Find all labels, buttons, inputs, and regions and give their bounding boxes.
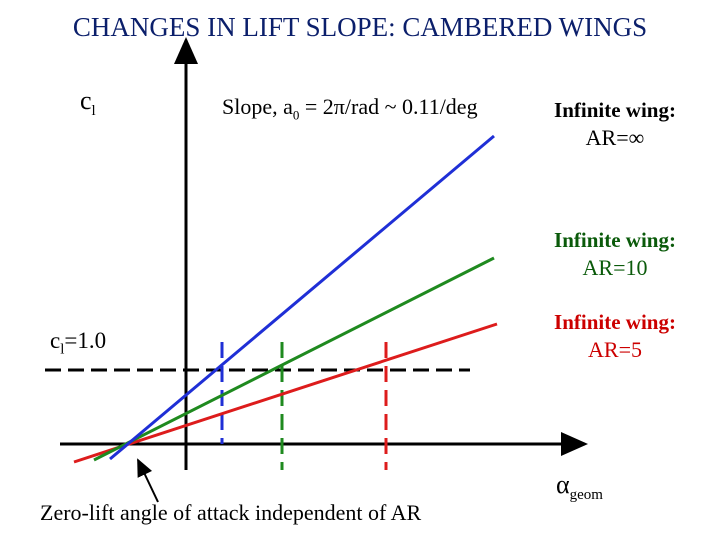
lift-line-ar-infinite — [109, 134, 495, 461]
legend-title: Infinite wing: — [554, 228, 676, 252]
legend-title: Infinite wing: — [554, 98, 676, 122]
y-axis-label: cl — [80, 86, 96, 120]
legend-ar-value: AR=10 — [582, 255, 648, 280]
legend-title: Infinite wing: — [554, 310, 676, 334]
legend-ar-value: AR=∞ — [585, 125, 645, 150]
x-axis-label: αgeom — [556, 470, 603, 504]
diagram-title: CHANGES IN LIFT SLOPE: CAMBERED WINGS — [72, 12, 648, 42]
slope-annotation: Slope, a0 = 2π/rad ~ 0.11/deg — [222, 94, 478, 123]
lift-line-ar-5 — [73, 322, 498, 464]
legend-ar-10: Infinite wing: AR=10 — [540, 226, 690, 282]
legend-ar-5: Infinite wing: AR=5 — [540, 308, 690, 364]
legend-ar-value: AR=5 — [588, 337, 642, 362]
zero-lift-annotation: Zero-lift angle of attack independent of… — [40, 500, 422, 525]
annotation-pointer — [137, 458, 159, 503]
legend-infinite-ar: Infinite wing: AR=∞ — [540, 96, 690, 152]
lift-line-ar-10 — [93, 256, 495, 462]
cl-reference-label: cl=1.0 — [50, 328, 107, 358]
